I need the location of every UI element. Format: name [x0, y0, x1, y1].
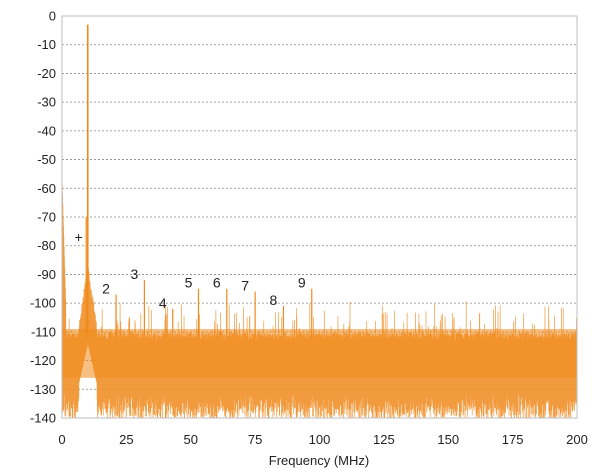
x-axis-tick-labels: 0 25 50 75 100 125 150 175 200 — [58, 432, 587, 447]
spur-label: 3 — [131, 266, 139, 282]
spur-label: 4 — [159, 295, 167, 311]
spectrum-trace — [61, 24, 578, 419]
plot-frame — [61, 15, 578, 419]
spur-label: 9 — [298, 275, 306, 291]
spur-markers — [115, 280, 313, 338]
y-tick-label: -10 — [37, 37, 56, 52]
y-tick-label: -70 — [37, 210, 56, 225]
x-tick-label: 50 — [184, 432, 198, 447]
y-tick-label: 0 — [49, 9, 56, 24]
y-tick-label: -130 — [30, 382, 56, 397]
x-tick-label: 125 — [373, 432, 395, 447]
y-tick-label: -90 — [37, 267, 56, 282]
x-tick-label: 200 — [566, 432, 588, 447]
spur-label: + — [75, 229, 83, 245]
y-axis-tick-labels: 0 -10 -20 -30 -40 -50 -60 -70 -80 -90 -100 -110 -120… — [30, 9, 56, 426]
spur-label: 2 — [102, 280, 110, 296]
noise-floor-band — [62, 328, 577, 378]
y-tick-label: -120 — [30, 353, 56, 368]
x-tick-label: 175 — [502, 432, 524, 447]
y-tick-label: -140 — [30, 411, 56, 426]
y-tick-label: -20 — [37, 66, 56, 81]
x-tick-label: 100 — [309, 432, 331, 447]
y-tick-label: -60 — [37, 181, 56, 196]
x-axis-label: Frequency (MHz) — [269, 453, 369, 468]
y-tick-label: -40 — [37, 123, 56, 138]
y-tick-label: -80 — [37, 238, 56, 253]
y-tick-label: -100 — [30, 296, 56, 311]
spur-label: 7 — [241, 278, 249, 294]
x-tick-label: 0 — [58, 432, 65, 447]
spur-label: 8 — [270, 292, 278, 308]
x-tick-label: 25 — [119, 432, 133, 447]
spur-label: 6 — [213, 275, 221, 291]
harmonic-annotations: +2 3 4 5 6 7 8 9 — [75, 229, 306, 311]
x-tick-label: 75 — [248, 432, 262, 447]
y-tick-label: -50 — [37, 152, 56, 167]
x-tick-label: 150 — [437, 432, 459, 447]
noise-floor-trace — [61, 173, 578, 419]
y-tick-label: -110 — [31, 324, 56, 339]
spur-label: 5 — [185, 275, 193, 291]
y-tick-label: -30 — [37, 95, 56, 110]
